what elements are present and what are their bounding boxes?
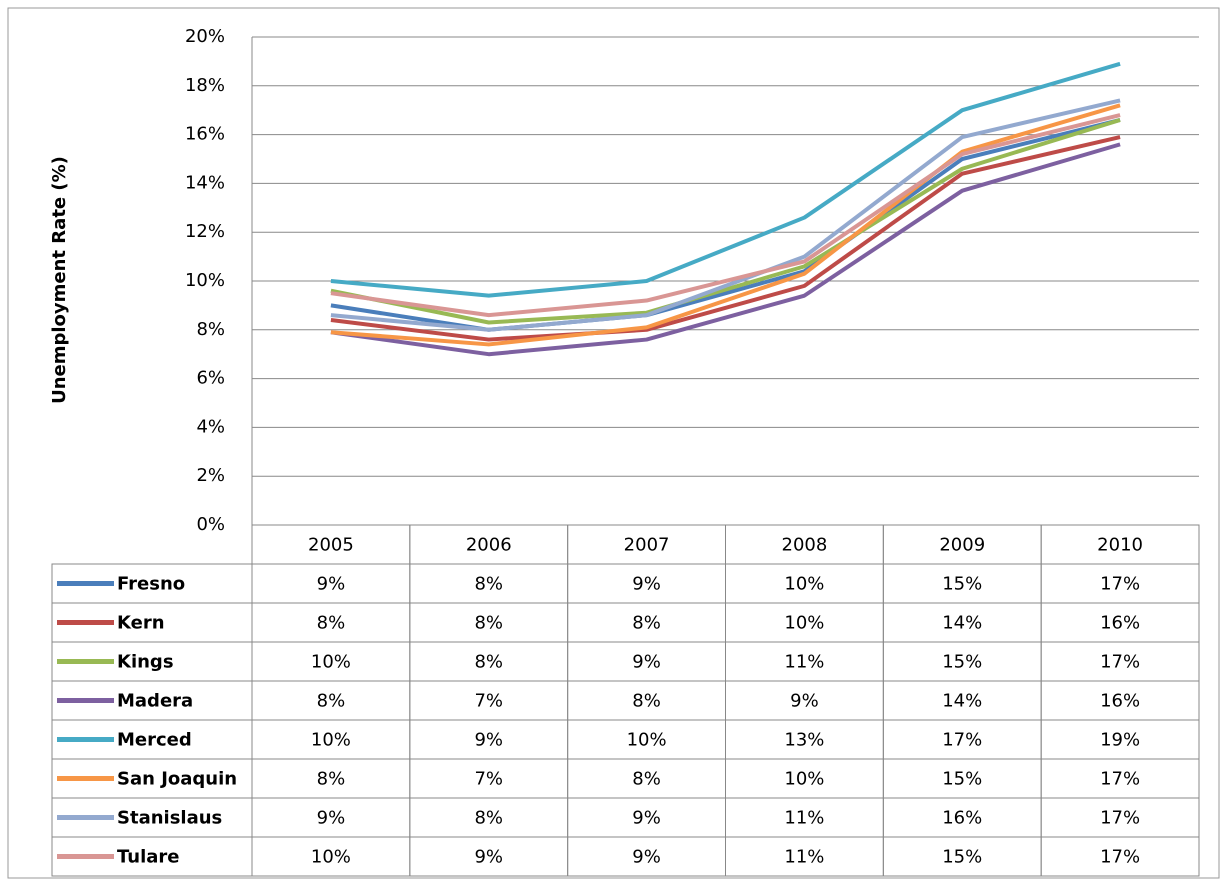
data-label: 8% (317, 691, 346, 712)
data-label: 9% (632, 847, 661, 868)
y-tick-label: 6% (196, 368, 225, 389)
y-tick-label: 2% (196, 465, 225, 486)
x-tick-label: 2006 (466, 535, 512, 556)
data-label: 11% (784, 847, 824, 868)
legend-label: Merced (117, 730, 192, 751)
data-label: 13% (784, 730, 824, 751)
legend-label: Kern (117, 613, 165, 634)
series-line (330, 142, 1121, 357)
data-label: 17% (942, 730, 982, 751)
data-label: 9% (317, 808, 346, 829)
data-label: 8% (474, 574, 503, 595)
y-tick-label: 10% (185, 270, 225, 291)
legend-label: Madera (117, 691, 193, 712)
data-label: 17% (1100, 847, 1140, 868)
data-label: 16% (1100, 691, 1140, 712)
data-label: 17% (1100, 808, 1140, 829)
x-tick-label: 2007 (624, 535, 670, 556)
data-label: 15% (942, 652, 982, 673)
y-tick-label: 4% (196, 416, 225, 437)
data-label: 8% (317, 769, 346, 790)
y-tick-label: 16% (185, 124, 225, 145)
y-tick-label: 12% (185, 221, 225, 242)
data-label: 17% (1100, 574, 1140, 595)
table-cell (1040, 836, 1200, 877)
data-label: 11% (784, 808, 824, 829)
data-label: 15% (942, 574, 982, 595)
x-tick-label: 2005 (308, 535, 354, 556)
data-label: 10% (784, 574, 824, 595)
data-label: 10% (311, 730, 351, 751)
y-axis-title: Unemployment Rate (%) (49, 156, 70, 404)
data-label: 8% (632, 769, 661, 790)
data-label: 8% (474, 808, 503, 829)
legend-label: Tulare (117, 847, 180, 868)
data-label: 14% (942, 691, 982, 712)
series-line (330, 113, 1121, 318)
y-tick-label: 18% (185, 75, 225, 96)
data-label: 15% (942, 769, 982, 790)
data-label: 9% (632, 574, 661, 595)
data-label: 8% (474, 613, 503, 634)
data-label: 9% (632, 652, 661, 673)
legend-label: Stanislaus (117, 808, 222, 829)
data-label: 8% (474, 652, 503, 673)
data-label: 17% (1100, 652, 1140, 673)
data-label: 8% (317, 613, 346, 634)
data-label: 19% (1100, 730, 1140, 751)
series-line (330, 98, 1121, 332)
data-label: 16% (942, 808, 982, 829)
data-label: 7% (474, 769, 503, 790)
data-label: 14% (942, 613, 982, 634)
series-line (330, 103, 1121, 347)
data-label: 10% (311, 847, 351, 868)
x-tick-label: 2010 (1097, 535, 1143, 556)
data-label: 10% (784, 613, 824, 634)
series-line (330, 118, 1121, 325)
x-tick-label: 2009 (939, 535, 985, 556)
data-label: 8% (632, 691, 661, 712)
legend-label: San Joaquin (117, 769, 237, 790)
legend-label: Kings (117, 652, 174, 673)
data-label: 10% (784, 769, 824, 790)
series-line (330, 135, 1121, 342)
x-tick-label: 2008 (782, 535, 828, 556)
data-label: 15% (942, 847, 982, 868)
data-label: 9% (474, 730, 503, 751)
data-label: 9% (317, 574, 346, 595)
data-label: 10% (311, 652, 351, 673)
legend-label: Fresno (117, 574, 185, 595)
y-tick-label: 8% (196, 319, 225, 340)
data-label: 9% (474, 847, 503, 868)
data-label: 7% (474, 691, 503, 712)
data-label: 8% (632, 613, 661, 634)
y-tick-label: 14% (185, 172, 225, 193)
data-label: 9% (632, 808, 661, 829)
data-label: 16% (1100, 613, 1140, 634)
series-line (330, 61, 1121, 298)
data-label: 10% (627, 730, 667, 751)
data-label: 17% (1100, 769, 1140, 790)
y-tick-label: 0% (196, 514, 225, 535)
y-tick-label: 20% (185, 26, 225, 47)
data-label: 11% (784, 652, 824, 673)
data-label: 9% (790, 691, 819, 712)
